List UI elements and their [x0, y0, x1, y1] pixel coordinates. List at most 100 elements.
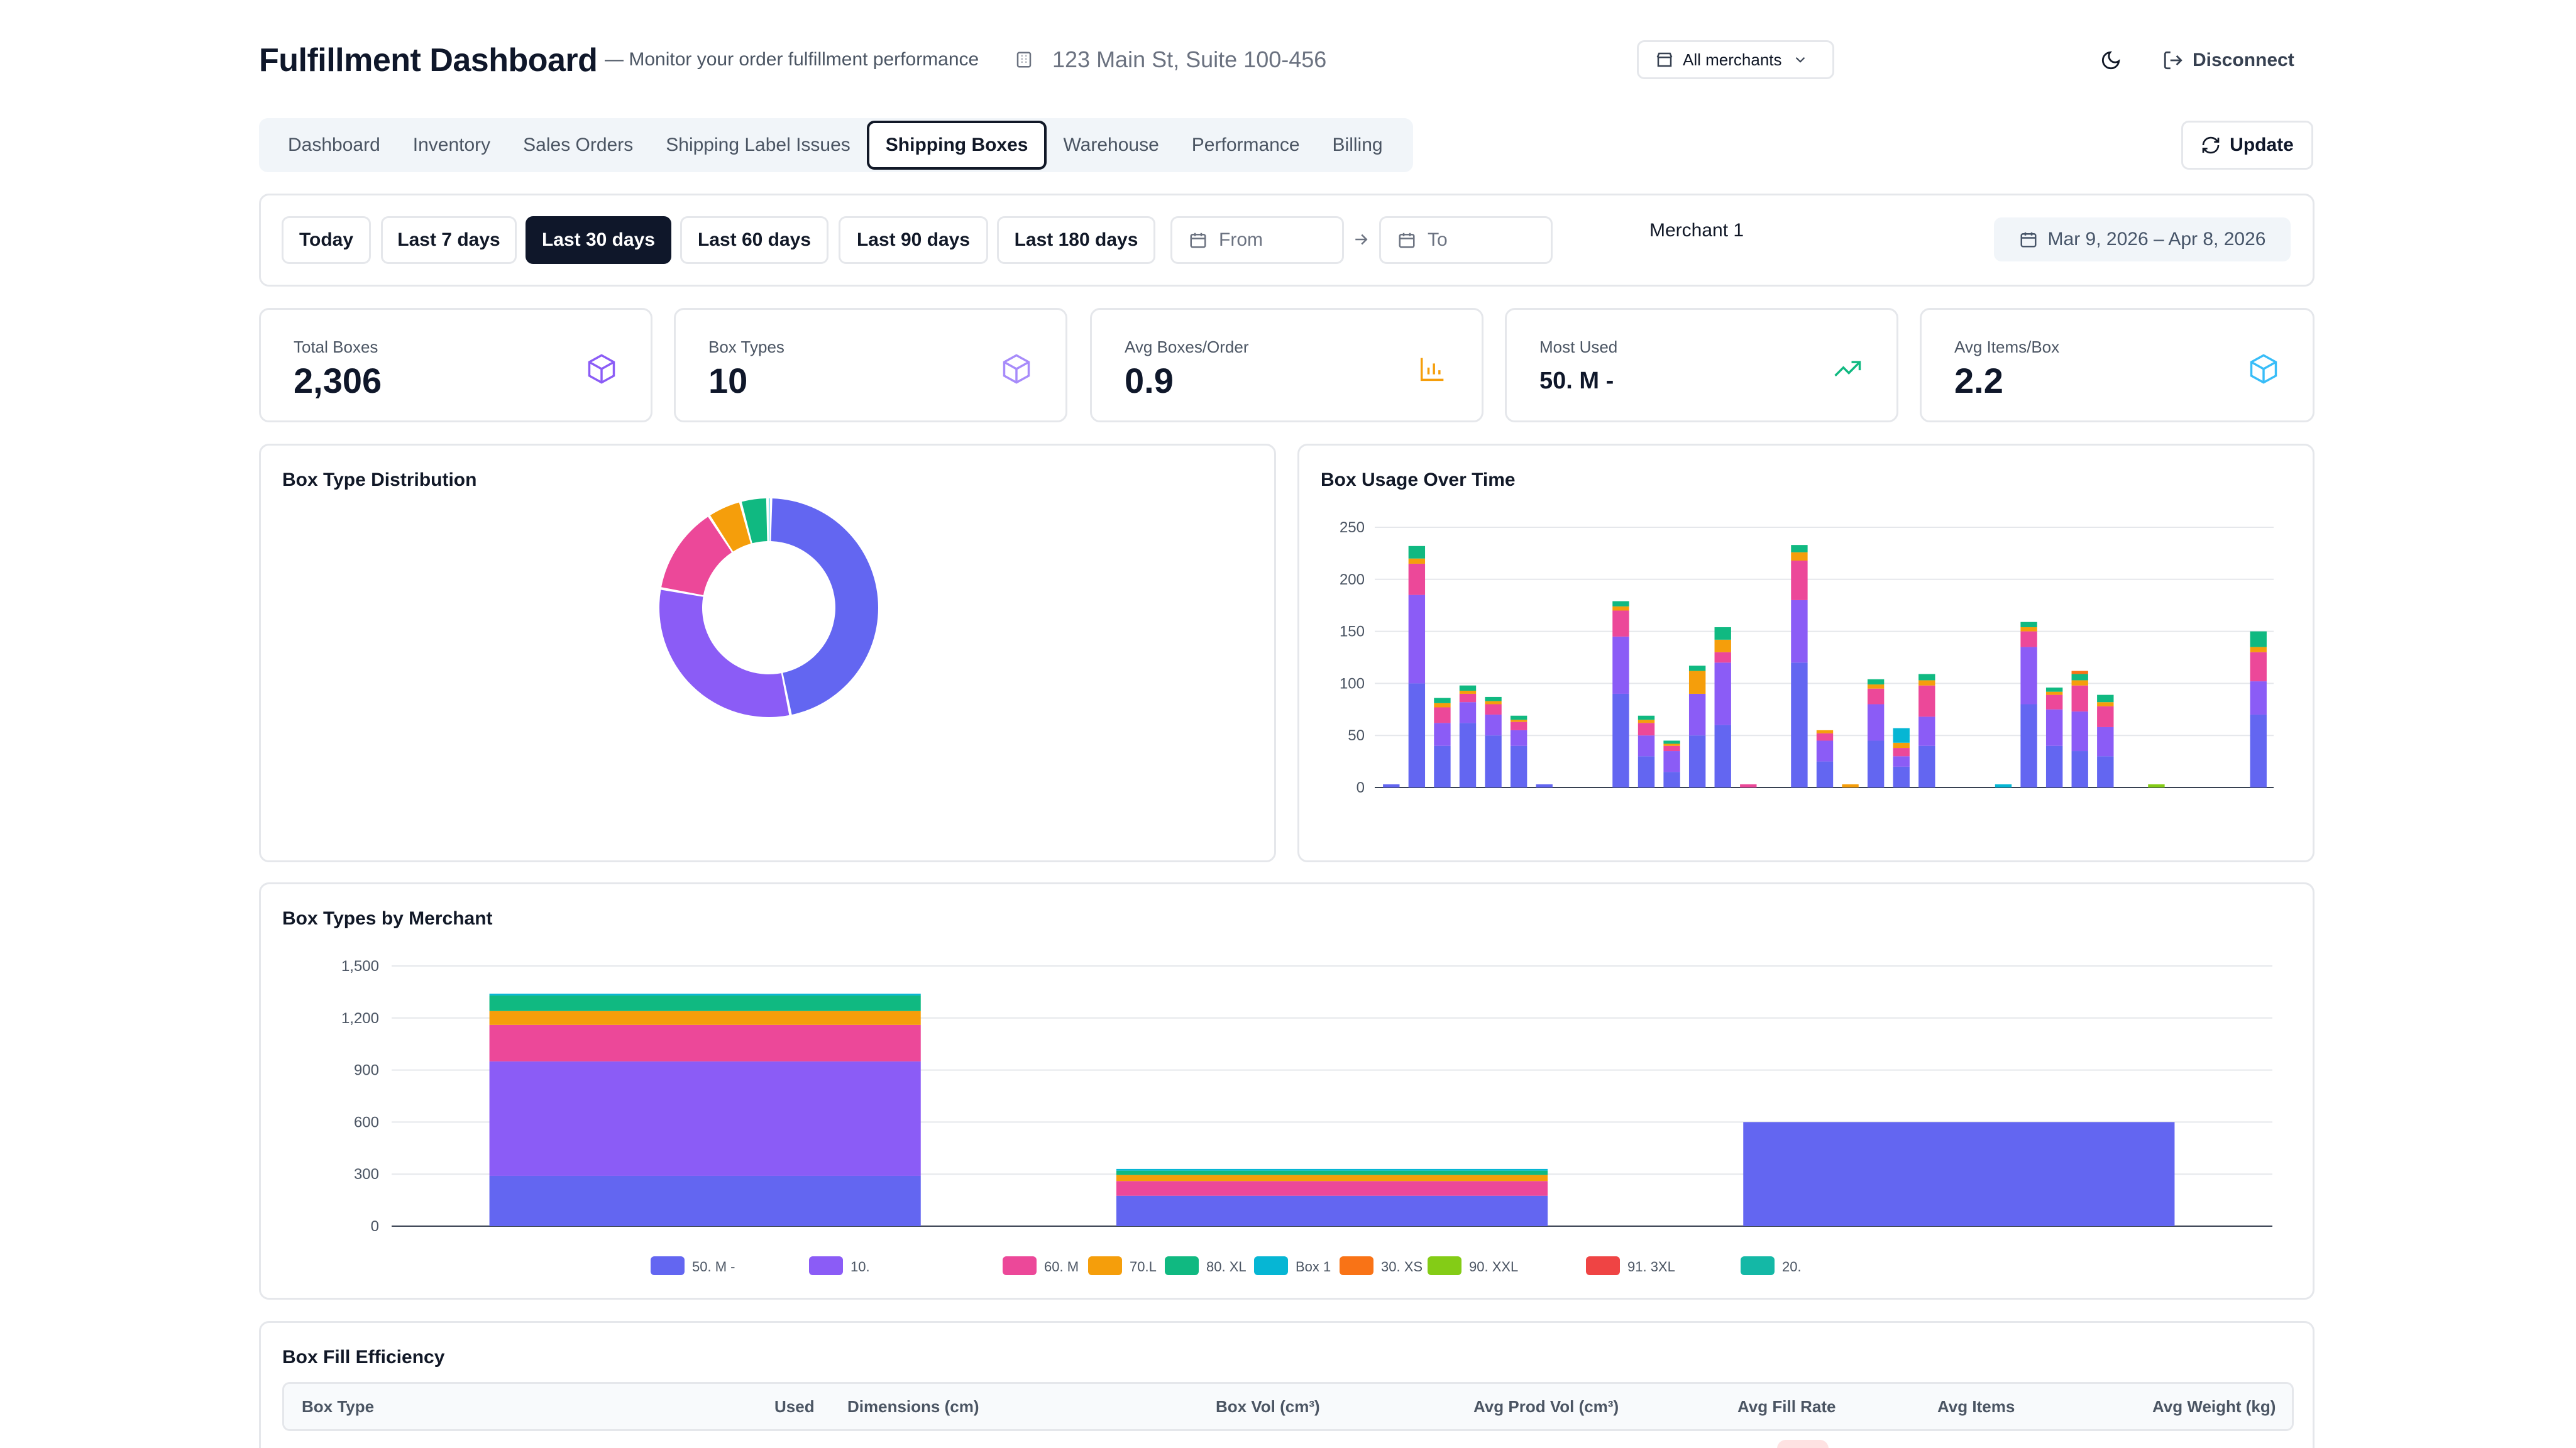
- usage-bar-segment[interactable]: [1638, 735, 1655, 757]
- usage-bar-segment[interactable]: [1816, 761, 1834, 787]
- usage-bar-segment[interactable]: [1510, 721, 1527, 730]
- usage-bar-segment[interactable]: [1408, 595, 1426, 684]
- usage-bar-segment[interactable]: [1918, 685, 1935, 717]
- usage-bar-segment[interactable]: [1663, 743, 1680, 746]
- usage-bar-segment[interactable]: [1867, 679, 1885, 685]
- range-last-180-days[interactable]: Last 180 days: [997, 216, 1155, 264]
- usage-bar-segment[interactable]: [1918, 716, 1935, 746]
- merchant-bar-segment[interactable]: [489, 1061, 921, 1176]
- usage-bar-segment[interactable]: [2045, 688, 2063, 692]
- legend-item[interactable]: 70.L: [1088, 1256, 1157, 1275]
- usage-bar-segment[interactable]: [1612, 606, 1629, 611]
- range-today[interactable]: Today: [282, 216, 371, 264]
- date-range-badge[interactable]: Mar 9, 2026 – Apr 8, 2026: [1994, 217, 2291, 261]
- usage-bar-segment[interactable]: [1714, 725, 1731, 787]
- usage-bar-segment[interactable]: [1663, 751, 1680, 772]
- usage-bar-segment[interactable]: [1485, 704, 1502, 715]
- tab-dashboard[interactable]: Dashboard: [288, 134, 380, 155]
- usage-bar-segment[interactable]: [2045, 691, 2063, 695]
- legend-item[interactable]: 10.: [809, 1256, 870, 1275]
- usage-bar-segment[interactable]: [1714, 627, 1731, 640]
- usage-bar-segment[interactable]: [1612, 610, 1629, 637]
- usage-bar-segment[interactable]: [2071, 751, 2088, 787]
- update-button[interactable]: Update: [2181, 121, 2313, 170]
- donut-slice[interactable]: [741, 498, 768, 544]
- usage-bar-segment[interactable]: [1459, 690, 1477, 694]
- usage-bar-segment[interactable]: [1688, 693, 1706, 736]
- merchant-select[interactable]: All merchants: [1637, 40, 1834, 79]
- usage-bar-segment[interactable]: [1638, 723, 1655, 736]
- usage-bar-segment[interactable]: [1816, 740, 1834, 762]
- donut-slice[interactable]: [659, 590, 790, 717]
- usage-bar-segment[interactable]: [2020, 622, 2037, 627]
- tab-sales-orders[interactable]: Sales Orders: [523, 134, 634, 155]
- usage-bar-segment[interactable]: [2045, 745, 2063, 787]
- usage-bar-segment[interactable]: [1408, 558, 1426, 564]
- usage-bar-segment[interactable]: [1459, 723, 1477, 787]
- merchant-bar-segment[interactable]: [1116, 1181, 1548, 1196]
- usage-bar-segment[interactable]: [1918, 745, 1935, 787]
- usage-bar-segment[interactable]: [1536, 784, 1553, 787]
- usage-bar-segment[interactable]: [1434, 745, 1451, 787]
- usage-bar-segment[interactable]: [1612, 636, 1629, 694]
- legend-item[interactable]: 60. M: [1003, 1256, 1079, 1275]
- usage-bar-segment[interactable]: [1510, 745, 1527, 787]
- usage-bar-segment[interactable]: [1714, 662, 1731, 725]
- range-last-7-days[interactable]: Last 7 days: [381, 216, 517, 264]
- usage-bar-segment[interactable]: [1612, 601, 1629, 606]
- usage-bar-segment[interactable]: [1791, 600, 1808, 663]
- to-date-input[interactable]: To: [1379, 216, 1553, 264]
- col-avg-prod-vol[interactable]: Avg Prod Vol (cm³): [1473, 1396, 1619, 1416]
- tab-inventory[interactable]: Inventory: [412, 134, 491, 155]
- tab-shipping-label-issues[interactable]: Shipping Label Issues: [666, 134, 850, 155]
- usage-bar-segment[interactable]: [1638, 720, 1655, 723]
- usage-bar-segment[interactable]: [1485, 715, 1502, 736]
- usage-bar-segment[interactable]: [1714, 639, 1731, 652]
- legend-item[interactable]: 20.: [1741, 1256, 1802, 1275]
- tab-performance[interactable]: Performance: [1191, 134, 1300, 155]
- legend-item[interactable]: 50. M -: [651, 1256, 735, 1275]
- usage-bar-segment[interactable]: [1893, 748, 1910, 757]
- col-avg-fill-rate[interactable]: Avg Fill Rate: [1737, 1396, 1836, 1416]
- usage-bar-segment[interactable]: [1638, 756, 1655, 787]
- usage-bar-segment[interactable]: [1434, 703, 1451, 708]
- usage-bar-segment[interactable]: [1459, 702, 1477, 723]
- col-avg-items[interactable]: Avg Items: [1937, 1396, 2015, 1416]
- usage-bar-segment[interactable]: [1995, 784, 2012, 787]
- usage-bar-segment[interactable]: [1408, 563, 1426, 595]
- usage-bar-segment[interactable]: [1714, 652, 1731, 663]
- legend-item[interactable]: 91. 3XL: [1586, 1256, 1675, 1275]
- donut-slice[interactable]: [661, 517, 732, 596]
- usage-bar-segment[interactable]: [1485, 696, 1502, 701]
- usage-bar-segment[interactable]: [1688, 666, 1706, 671]
- usage-bar-segment[interactable]: [2250, 681, 2267, 715]
- tab-warehouse[interactable]: Warehouse: [1063, 134, 1159, 155]
- tab-shipping-boxes[interactable]: Shipping Boxes: [866, 121, 1047, 170]
- usage-bar-segment[interactable]: [1918, 674, 1935, 681]
- merchant-bar-segment[interactable]: [489, 995, 921, 1011]
- usage-bar-segment[interactable]: [1408, 683, 1426, 787]
- usage-bar-segment[interactable]: [2148, 784, 2165, 787]
- col-box-type[interactable]: Box Type: [302, 1396, 375, 1416]
- donut-slice[interactable]: [710, 502, 751, 552]
- usage-bar-segment[interactable]: [1688, 735, 1706, 787]
- merchant-bar-segment[interactable]: [1116, 1175, 1548, 1182]
- usage-bar-segment[interactable]: [1893, 766, 1910, 787]
- col-used[interactable]: Used: [774, 1396, 815, 1416]
- from-date-input[interactable]: From: [1170, 216, 1344, 264]
- usage-bar-segment[interactable]: [1663, 772, 1680, 787]
- usage-bar-segment[interactable]: [1740, 784, 1757, 787]
- usage-bar-segment[interactable]: [2250, 652, 2267, 682]
- usage-bar-segment[interactable]: [1918, 680, 1935, 686]
- usage-bar-segment[interactable]: [1612, 693, 1629, 787]
- merchant-bar-segment[interactable]: [1743, 1122, 2175, 1226]
- merchant-bar-segment[interactable]: [1116, 1195, 1548, 1226]
- usage-bar-segment[interactable]: [1485, 735, 1502, 787]
- usage-bar-segment[interactable]: [1434, 698, 1451, 703]
- legend-item[interactable]: 80. XL: [1165, 1256, 1247, 1275]
- usage-bar-segment[interactable]: [2250, 647, 2267, 652]
- usage-bar-segment[interactable]: [2045, 694, 2063, 710]
- usage-bar-segment[interactable]: [1791, 662, 1808, 787]
- usage-bar-segment[interactable]: [1791, 545, 1808, 552]
- usage-bar-segment[interactable]: [1485, 701, 1502, 705]
